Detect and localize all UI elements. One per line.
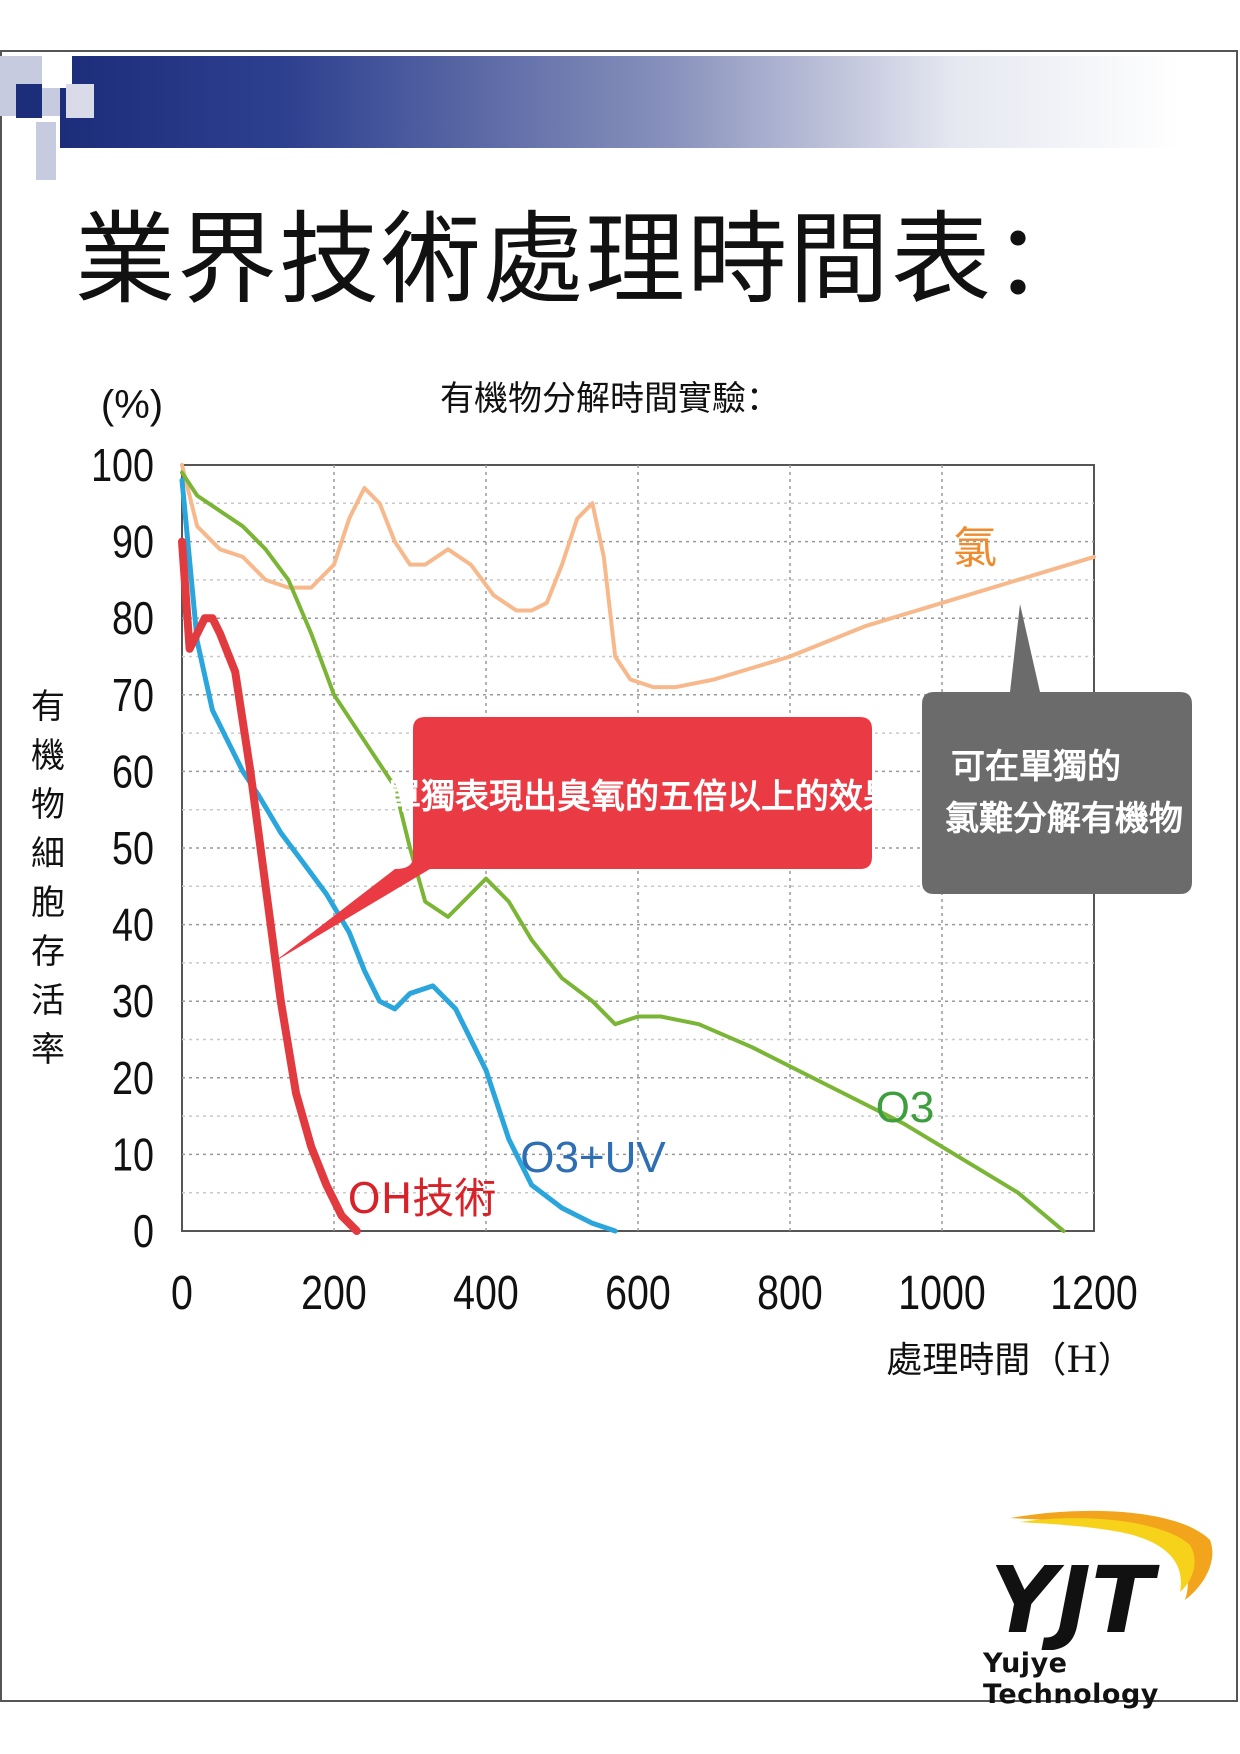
y-tick-label: 40 [112, 899, 154, 950]
x-tick-label: 800 [757, 1266, 823, 1320]
slide-frame [0, 50, 1238, 1702]
y-tick-label: 90 [112, 516, 154, 567]
series-line-0 [180, 463, 1096, 690]
header-square-3 [42, 56, 72, 88]
y-tick-label: 70 [112, 669, 154, 720]
red-callout-bubble [274, 717, 872, 962]
header-square-2 [16, 84, 42, 118]
gray-callout-line-1: 可在單獨的 [951, 747, 1121, 787]
y-axis-label-char: 細 [31, 834, 65, 874]
x-tick-label: 600 [605, 1266, 671, 1320]
y-axis-label-char: 率 [31, 1030, 65, 1070]
series-label-0: 氯 [953, 523, 997, 574]
x-tick-label: 0 [171, 1266, 193, 1320]
y-axis-label-char: 存 [31, 932, 65, 972]
header-bar [60, 56, 1180, 148]
series-label-1: O3 [876, 1083, 935, 1132]
header-square-5 [36, 122, 56, 180]
y-axis-label-char: 機 [31, 736, 65, 776]
gray-callout-bubble [922, 604, 1192, 894]
y-axis-label-char: 有 [31, 687, 65, 727]
x-axis-label: 處理時間（H） [886, 1340, 1133, 1381]
page-title: 業界技術處理時間表： [75, 201, 1095, 318]
y-tick-label: 20 [112, 1052, 154, 1103]
y-tick-label: 10 [112, 1129, 154, 1180]
x-tick-label: 200 [301, 1266, 367, 1320]
x-tick-label: 1000 [898, 1266, 986, 1320]
y-tick-label: 60 [112, 746, 154, 797]
series-line-1 [180, 470, 1066, 1233]
y-tick-label: 80 [112, 593, 154, 644]
y-tick-label: 0 [133, 1205, 154, 1256]
series-line-3 [178, 537, 361, 1235]
series-label-2: O3+UV [520, 1133, 666, 1182]
chart-title: 有機物分解時間實驗： [440, 379, 780, 419]
y-axis-label-char: 物 [31, 785, 65, 825]
y-tick-label: 50 [112, 822, 154, 873]
header-square-4 [66, 84, 94, 118]
x-tick-label: 400 [453, 1266, 519, 1320]
gray-callout-line-2: 氯難分解有機物 [945, 799, 1183, 839]
x-tick-label: 1200 [1050, 1266, 1138, 1320]
logo-text: Yujye Technology [983, 1648, 1159, 1710]
red-callout-text: 單獨表現出臭氧的五倍以上的效果 [387, 777, 897, 817]
y-axis-label-char: 胞 [31, 883, 65, 923]
y-unit-label: (%) [101, 383, 163, 427]
y-tick-label: 30 [112, 976, 154, 1027]
y-axis-label-char: 活 [31, 981, 65, 1021]
series-label-3: OH技術 [348, 1174, 497, 1223]
y-tick-label: 100 [91, 439, 154, 490]
series-line-2 [179, 477, 618, 1234]
yjt-logo-icon: YJT [990, 1510, 1213, 1650]
logo-mark-text: YJT [990, 1547, 1160, 1650]
